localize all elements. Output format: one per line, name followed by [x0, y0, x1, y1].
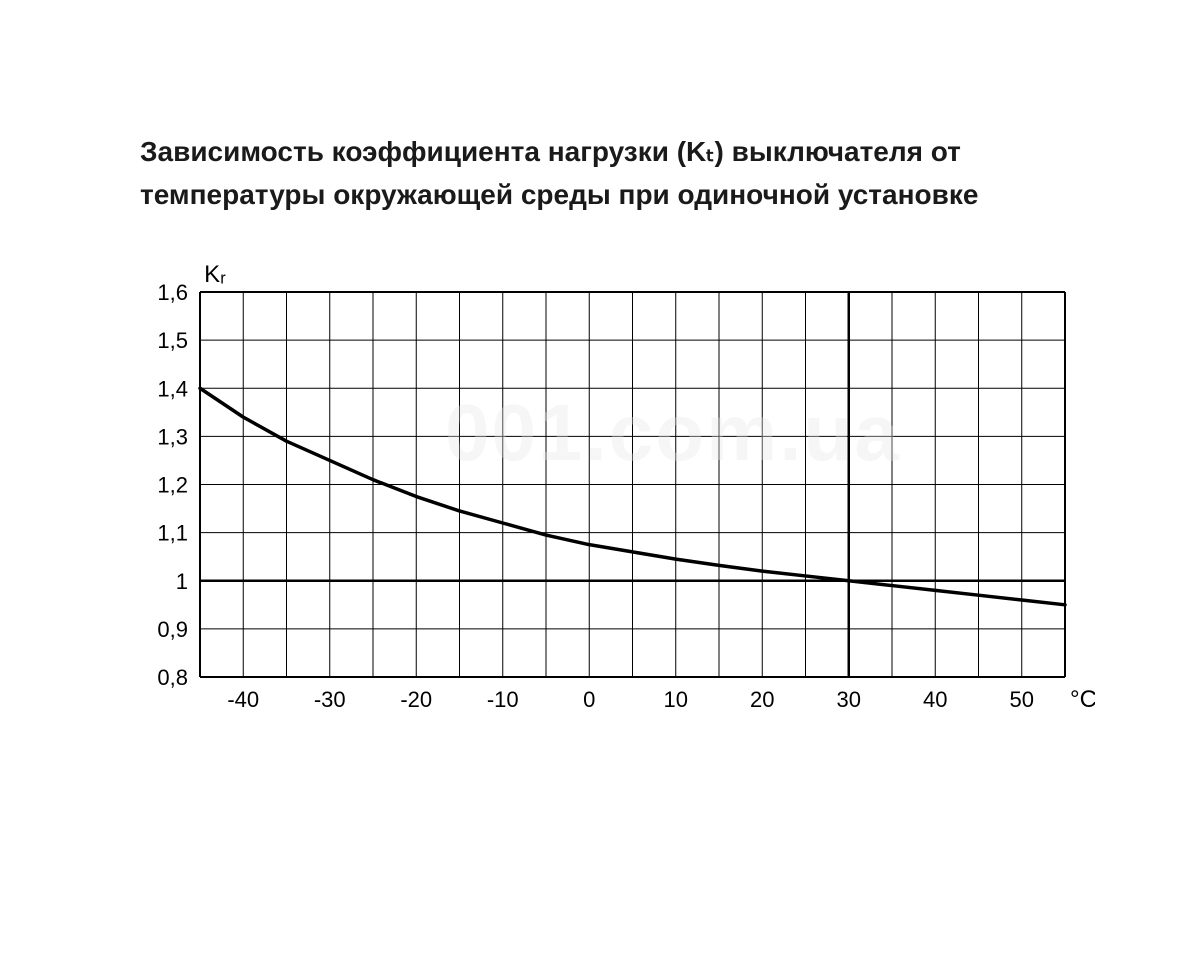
chart-container: 001.com.ua 0,80,911,11,21,31,41,51,6Kᵣ-4… — [105, 257, 1095, 747]
svg-text:-10: -10 — [487, 687, 519, 712]
svg-text:10: 10 — [664, 687, 688, 712]
svg-text:1,4: 1,4 — [157, 376, 188, 401]
svg-text:30: 30 — [837, 687, 861, 712]
line-chart: 0,8 0,9 1 1,1 1,2 1,3 1,4 1,5 1,6 Kᵣ -40 -30 -20 -10 0… — [105, 257, 1095, 747]
svg-text:1,2: 1,2 — [157, 472, 188, 497]
svg-text:40: 40 — [923, 687, 947, 712]
title-line-2: температуры окружающей среды при одиночн… — [140, 173, 1060, 216]
svg-text:-20: -20 — [400, 687, 432, 712]
svg-text:°C: °C — [1070, 686, 1095, 713]
title-line-1: Зависимость коэффициента нагрузки (Kₜ) в… — [140, 130, 1060, 173]
svg-text:Kᵣ: Kᵣ — [204, 261, 226, 288]
svg-text:1,5: 1,5 — [157, 328, 188, 353]
svg-text:0,9: 0,9 — [157, 617, 188, 642]
svg-text:50: 50 — [1010, 687, 1034, 712]
svg-text:1,6: 1,6 — [157, 280, 188, 305]
svg-text:1: 1 — [176, 569, 188, 594]
svg-text:1,3: 1,3 — [157, 424, 188, 449]
svg-text:-40: -40 — [227, 687, 259, 712]
svg-text:20: 20 — [750, 687, 774, 712]
svg-text:-30: -30 — [314, 687, 346, 712]
svg-text:1,1: 1,1 — [157, 520, 188, 545]
svg-text:0,8: 0,8 — [157, 665, 188, 690]
chart-title: Зависимость коэффициента нагрузки (Kₜ) в… — [140, 130, 1060, 217]
svg-text:0: 0 — [583, 687, 595, 712]
